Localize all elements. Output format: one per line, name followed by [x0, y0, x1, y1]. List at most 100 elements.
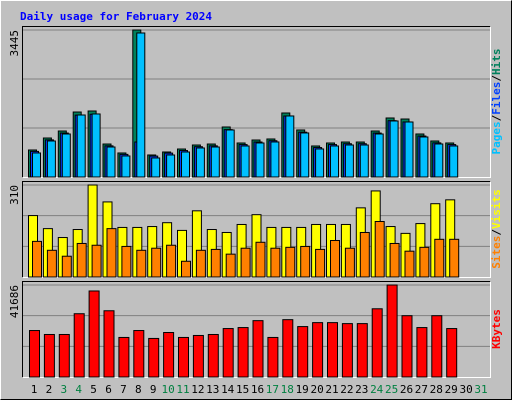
y-tick-label: 310 [8, 185, 21, 205]
x-tick-label: 4 [75, 383, 82, 396]
bar [330, 239, 340, 278]
bar [225, 129, 235, 178]
x-tick-label: 16 [251, 383, 264, 396]
bar [449, 145, 459, 178]
bar [285, 246, 296, 278]
bar [29, 330, 40, 378]
bar [374, 221, 385, 278]
x-tick-label: 23 [355, 383, 368, 396]
bar [181, 260, 191, 278]
bar [446, 328, 458, 378]
bar [151, 157, 161, 178]
bar [121, 245, 132, 278]
legend-separator: / [490, 75, 503, 82]
legend-entry: Pages [490, 121, 503, 154]
bar [270, 141, 280, 178]
bar [166, 154, 176, 178]
x-tick-label: 17 [266, 383, 279, 396]
bar [76, 242, 87, 278]
bar [255, 241, 266, 278]
bar [240, 145, 250, 178]
bar [163, 332, 175, 378]
bar [300, 132, 310, 178]
bar [61, 133, 71, 178]
panel-border-light [22, 281, 491, 378]
bar [61, 255, 72, 278]
legend-separator: / [490, 114, 503, 121]
bar [416, 327, 428, 378]
bar [46, 249, 57, 278]
bar [327, 322, 338, 378]
x-tick-label: 24 [370, 383, 384, 396]
x-tick-label: 11 [176, 383, 189, 396]
x-tick-label: 7 [120, 383, 127, 396]
bar [225, 253, 236, 278]
bar [449, 238, 460, 278]
legend-separator: / [490, 229, 503, 236]
bar [330, 145, 339, 178]
bar [341, 323, 353, 378]
bar [32, 152, 41, 178]
bar [32, 240, 42, 278]
bar [91, 113, 101, 178]
bar [356, 323, 368, 378]
legend-entry: Visits [490, 189, 503, 229]
bar [151, 247, 162, 278]
bar [195, 147, 205, 178]
x-tick-label: 10 [161, 383, 174, 396]
bar [344, 247, 355, 278]
bar [58, 333, 70, 378]
bar [404, 250, 415, 278]
bar [240, 247, 251, 278]
bar [178, 336, 189, 378]
bar [121, 155, 131, 178]
bar [359, 231, 370, 278]
bar [434, 238, 445, 278]
bar [237, 327, 249, 378]
bar [374, 133, 384, 178]
bar [389, 120, 399, 178]
bar [431, 315, 443, 378]
bar [404, 121, 414, 178]
bar [46, 140, 56, 178]
bar [371, 308, 383, 378]
bar [192, 334, 204, 378]
legend-entry: Files [490, 82, 503, 115]
x-tick-label: 13 [206, 383, 219, 396]
bar [300, 245, 311, 278]
x-tick-label: 8 [135, 383, 142, 396]
bar [344, 144, 354, 178]
x-tick-label: 3 [60, 383, 67, 396]
bar [103, 310, 115, 378]
x-tick-label: 27 [415, 383, 428, 396]
x-tick-label: 25 [385, 383, 398, 396]
x-tick-label: 29 [445, 383, 458, 396]
bar [434, 143, 444, 178]
bar [148, 337, 160, 378]
bar [315, 148, 325, 178]
chart-title: Daily usage for February 2024 [20, 10, 212, 23]
x-tick-label: 22 [340, 383, 353, 396]
bar [252, 320, 264, 378]
legend: KBytes [490, 309, 503, 349]
legend-entry: KBytes [490, 309, 503, 349]
panel-border-dark [22, 281, 491, 378]
bar [222, 328, 234, 378]
bar [386, 284, 398, 378]
x-tick-label: 12 [191, 383, 204, 396]
legend-entry: Sites [490, 236, 503, 269]
x-tick-label: 20 [310, 383, 323, 396]
bar [359, 144, 369, 178]
x-tick-label: 14 [221, 383, 235, 396]
panel-border-light [22, 181, 491, 278]
bar [43, 333, 55, 378]
bar [419, 136, 429, 178]
bar [76, 114, 86, 178]
bar [389, 242, 400, 278]
bar [207, 333, 219, 378]
x-tick-label: 21 [325, 383, 338, 396]
bar [106, 228, 117, 278]
legend: Sites/Visits [490, 189, 503, 269]
